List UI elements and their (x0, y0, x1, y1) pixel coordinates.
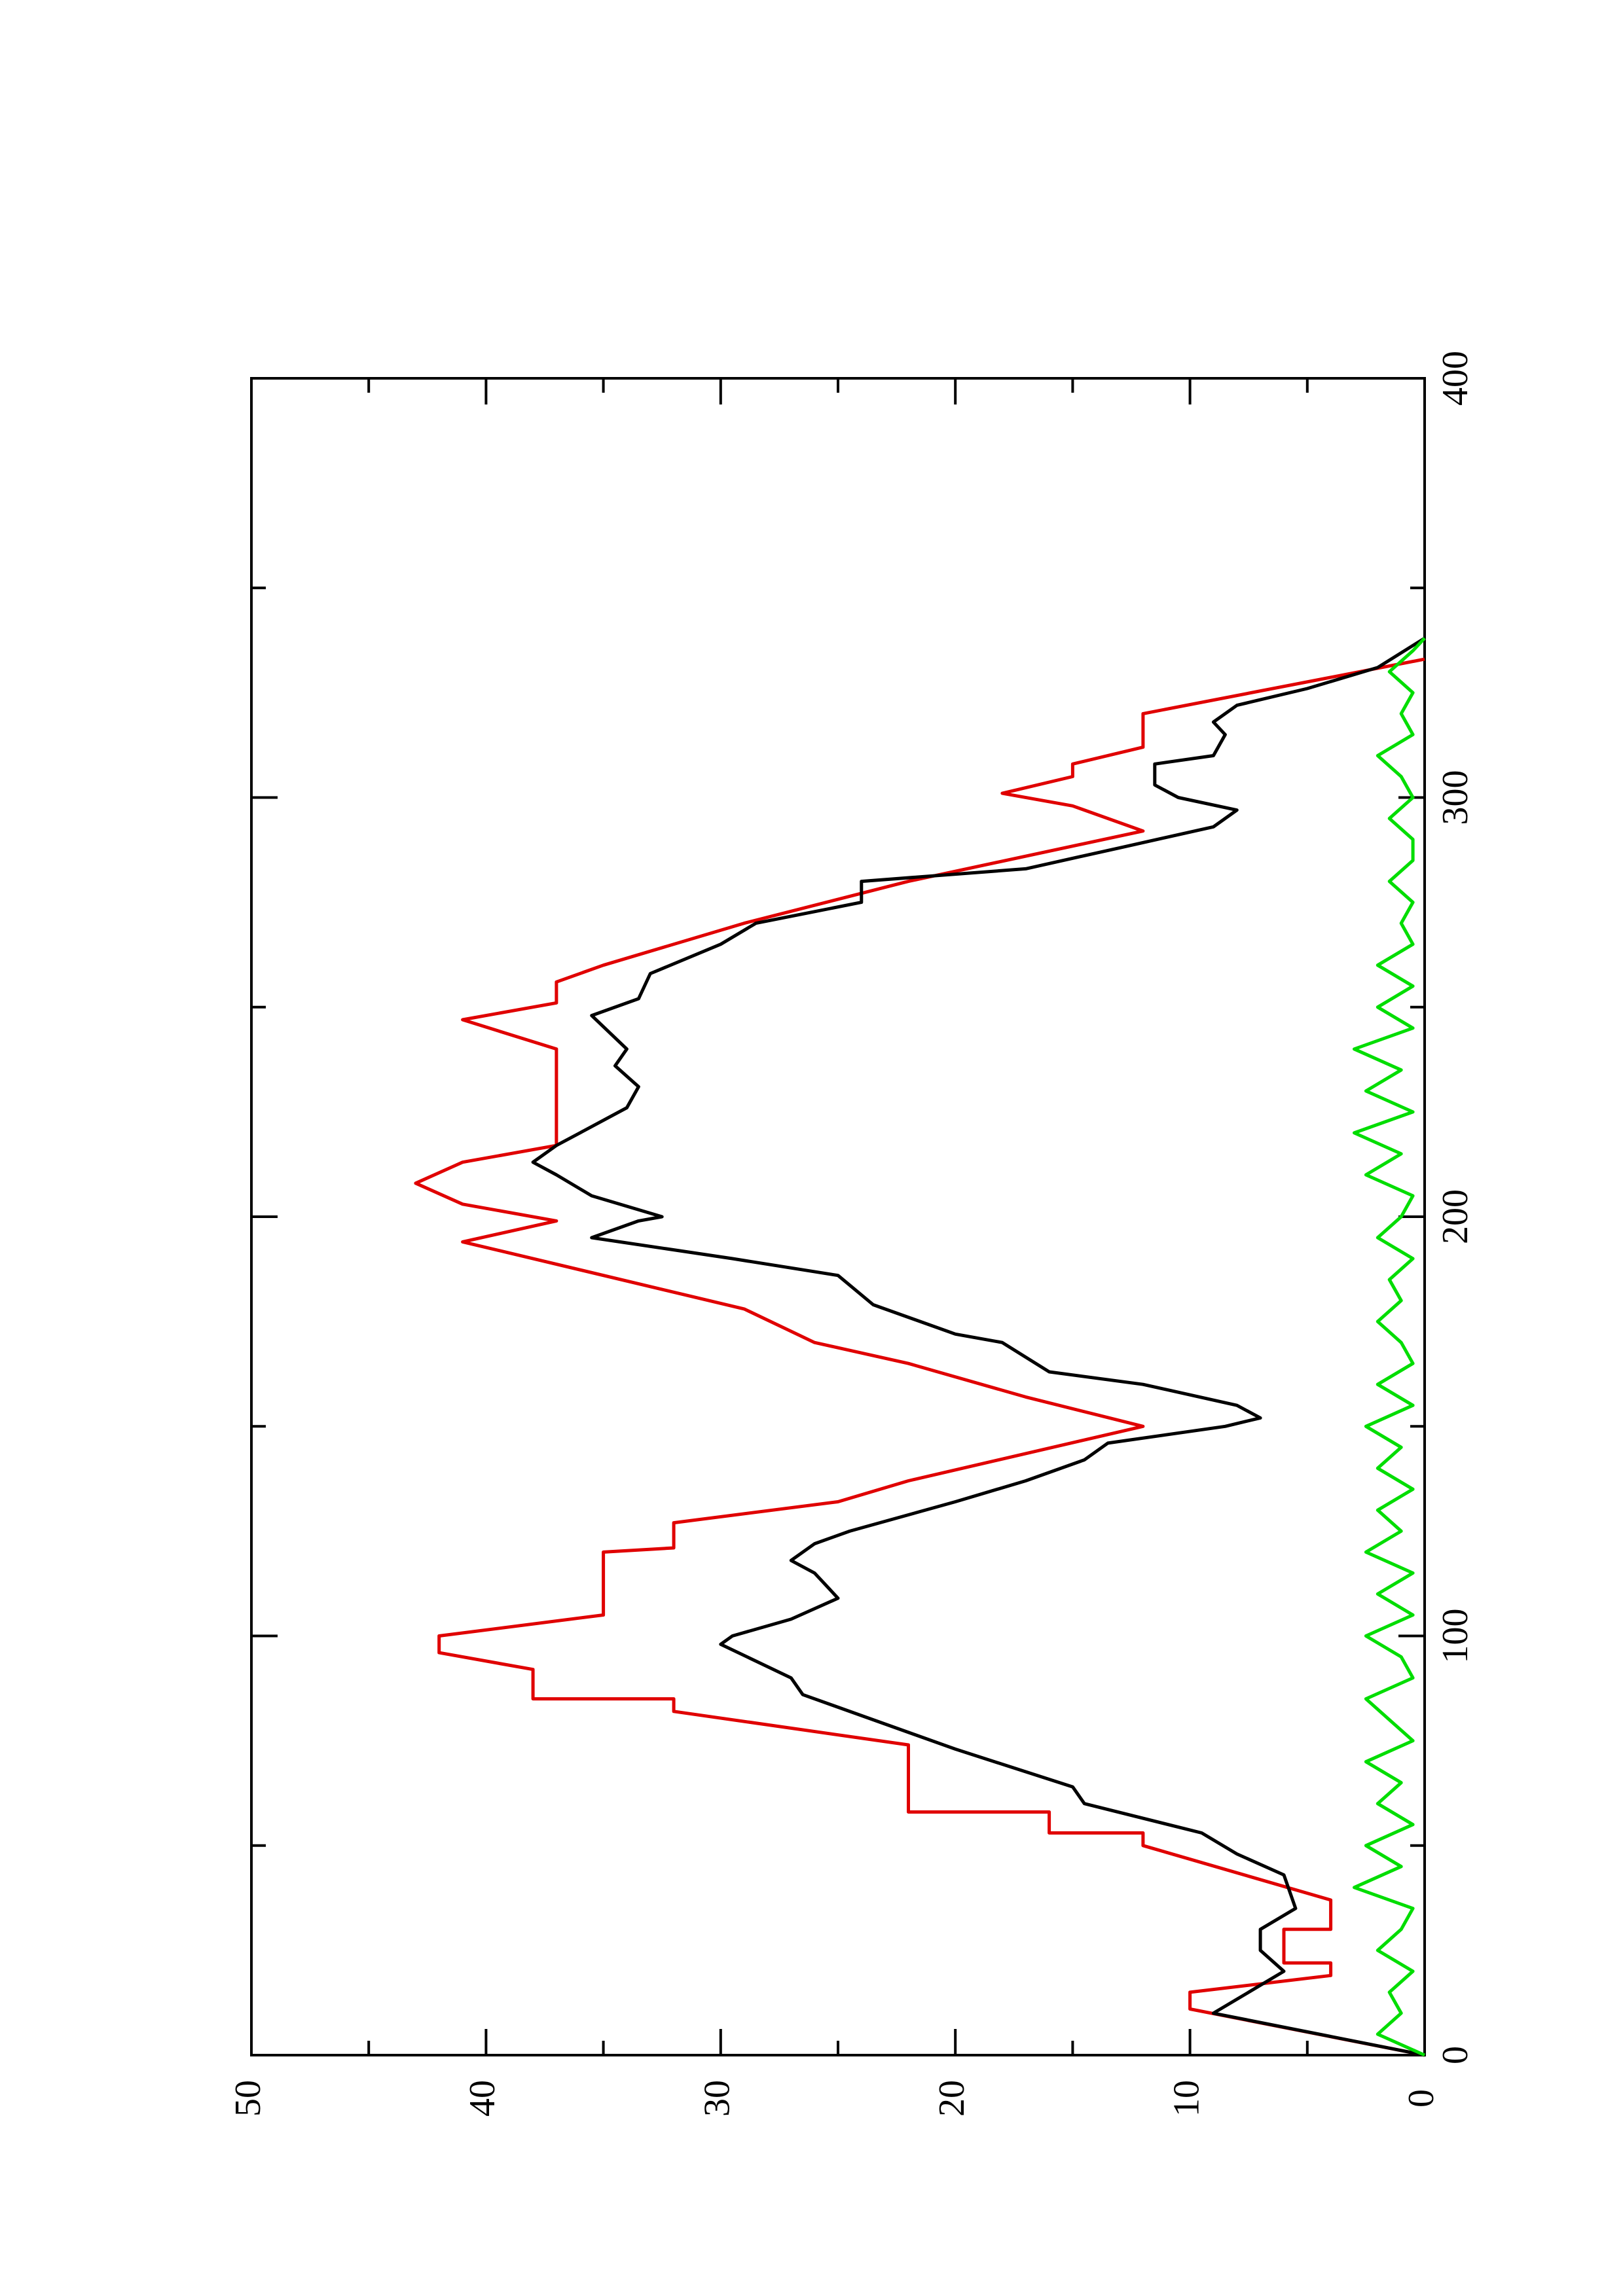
x-tick-label: 200 (1435, 1189, 1476, 1244)
y-tick-label: 40 (462, 2080, 503, 2117)
y-tick-label: 20 (932, 2080, 972, 2117)
x-tick-label: 0 (1435, 2046, 1476, 2064)
x-tick-label: 300 (1435, 770, 1476, 825)
series-line (531, 636, 1426, 2057)
x-tick-label: 100 (1435, 1609, 1476, 1664)
series-line (1353, 637, 1426, 2057)
series-line (414, 657, 1425, 2057)
y-tick-label: 50 (228, 2080, 268, 2117)
y-tick-label: 30 (697, 2080, 738, 2117)
y-tick-label: 10 (1166, 2080, 1207, 2117)
y-tick-label: 0 (1401, 2089, 1442, 2108)
x-tick-label: 400 (1435, 351, 1476, 406)
plot-frame (250, 377, 1426, 2056)
